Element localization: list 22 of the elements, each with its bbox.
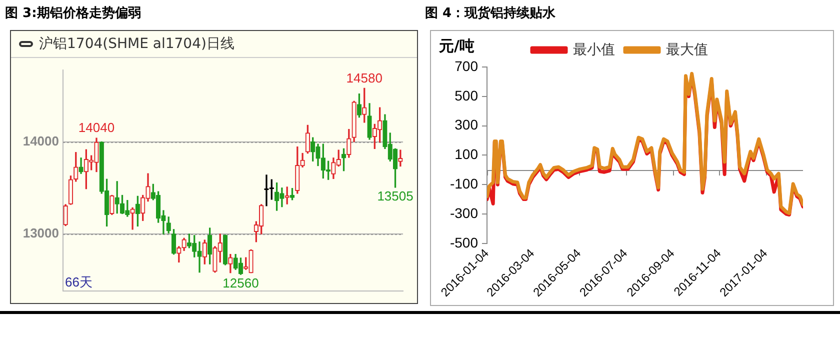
y-tick-label: 14000 — [22, 133, 59, 148]
y-tick-label: 300 — [454, 116, 478, 133]
annotation: 13505 — [377, 188, 414, 204]
chart-subtitle: 沪铝1704(SHME al1704)日线 — [39, 35, 234, 54]
y-tick-label: 500 — [454, 87, 478, 104]
annotation: 14040 — [78, 120, 115, 136]
legend-label: 最大值 — [666, 40, 708, 57]
candlestick — [398, 150, 403, 167]
annotation: 14580 — [346, 70, 382, 86]
chart-title: 图 3:期铝价格走势偏弱 — [5, 5, 141, 22]
y-tick-label: 13000 — [22, 226, 59, 241]
candlestick — [130, 207, 135, 230]
y-tick-label: -100 — [450, 175, 478, 192]
y-tick-label: -300 — [450, 204, 478, 221]
legend-label: 最小值 — [573, 40, 615, 57]
annotation: 12560 — [222, 276, 259, 291]
annotation: 66天 — [65, 274, 92, 290]
y-tick-label: -500 — [450, 234, 478, 250]
chart-title: 图 4：现货铝持续贴水 — [425, 5, 556, 22]
y-tick-label: 700 — [454, 58, 478, 74]
y-tick-label: 100 — [454, 146, 478, 162]
y-axis-title: 元/吨 — [439, 37, 474, 56]
